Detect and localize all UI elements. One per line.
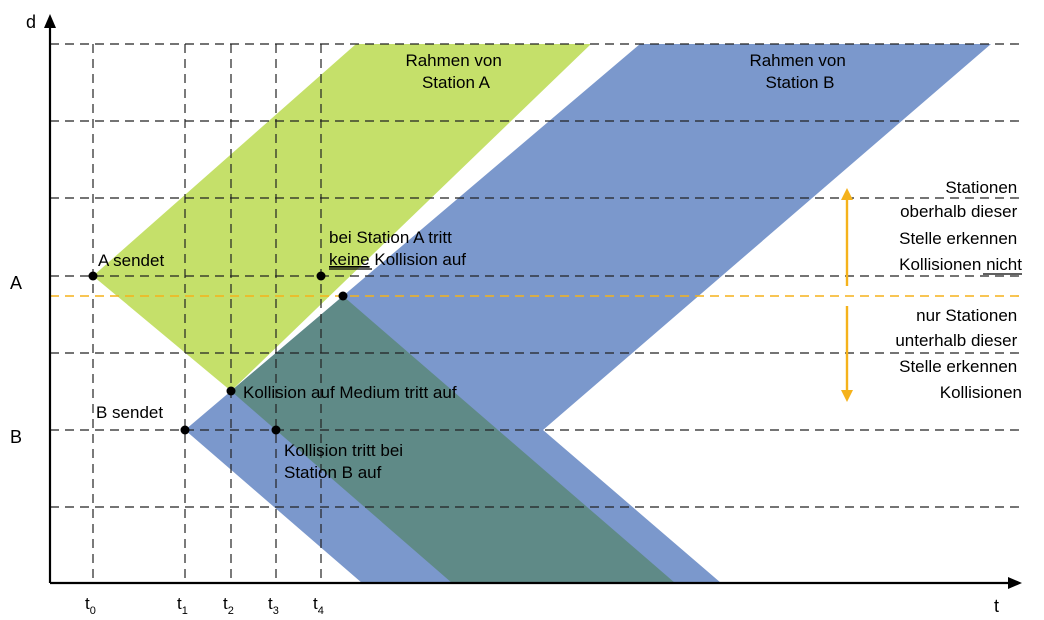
station-b-label: B bbox=[10, 427, 22, 447]
side-note-above: Stationen oberhalb dieser Stelle erkenne… bbox=[899, 178, 1022, 274]
collision-at-b-label: Kollision tritt bei Station B auf bbox=[284, 441, 408, 482]
point-a-no-collision bbox=[316, 271, 326, 281]
x-axis-arrowhead bbox=[1008, 577, 1022, 589]
side-note-below: nur Stationen unterhalb dieser Stelle er… bbox=[895, 306, 1022, 402]
tick-t2: t2 bbox=[223, 594, 234, 617]
a-sends-label: A sendet bbox=[98, 251, 164, 270]
x-axis-label: t bbox=[994, 596, 999, 616]
point-a-sends bbox=[88, 271, 98, 281]
tick-t4: t4 bbox=[313, 594, 324, 617]
y-axis-arrowhead bbox=[44, 14, 56, 28]
frame-b-label: Rahmen von Station B bbox=[749, 51, 850, 92]
y-axis-label: d bbox=[26, 12, 36, 32]
point-collision-medium bbox=[226, 386, 236, 396]
event-points bbox=[88, 271, 348, 435]
up-arrow-icon bbox=[841, 188, 853, 200]
point-collision-b bbox=[271, 425, 281, 435]
horizontal-grid-lines bbox=[50, 43, 1020, 508]
station-a-label: A bbox=[10, 273, 22, 293]
side-arrows bbox=[841, 188, 853, 402]
no-collision-at-a-label: bei Station A tritt keine Kollision auf bbox=[329, 228, 466, 269]
frame-a-label: Rahmen von Station A bbox=[405, 51, 506, 92]
collision-overlap-region bbox=[231, 296, 675, 583]
b-sends-label: B sendet bbox=[96, 403, 163, 422]
tick-t1: t1 bbox=[177, 594, 188, 617]
axes bbox=[48, 22, 1010, 585]
tick-t0: t0 bbox=[85, 594, 96, 617]
down-arrow-icon bbox=[841, 390, 853, 402]
point-threshold bbox=[338, 291, 348, 301]
collision-medium-label: Kollision auf Medium tritt auf bbox=[243, 383, 457, 402]
frame-a-band bbox=[93, 44, 591, 391]
tick-t3: t3 bbox=[268, 594, 279, 617]
point-b-sends bbox=[180, 425, 190, 435]
